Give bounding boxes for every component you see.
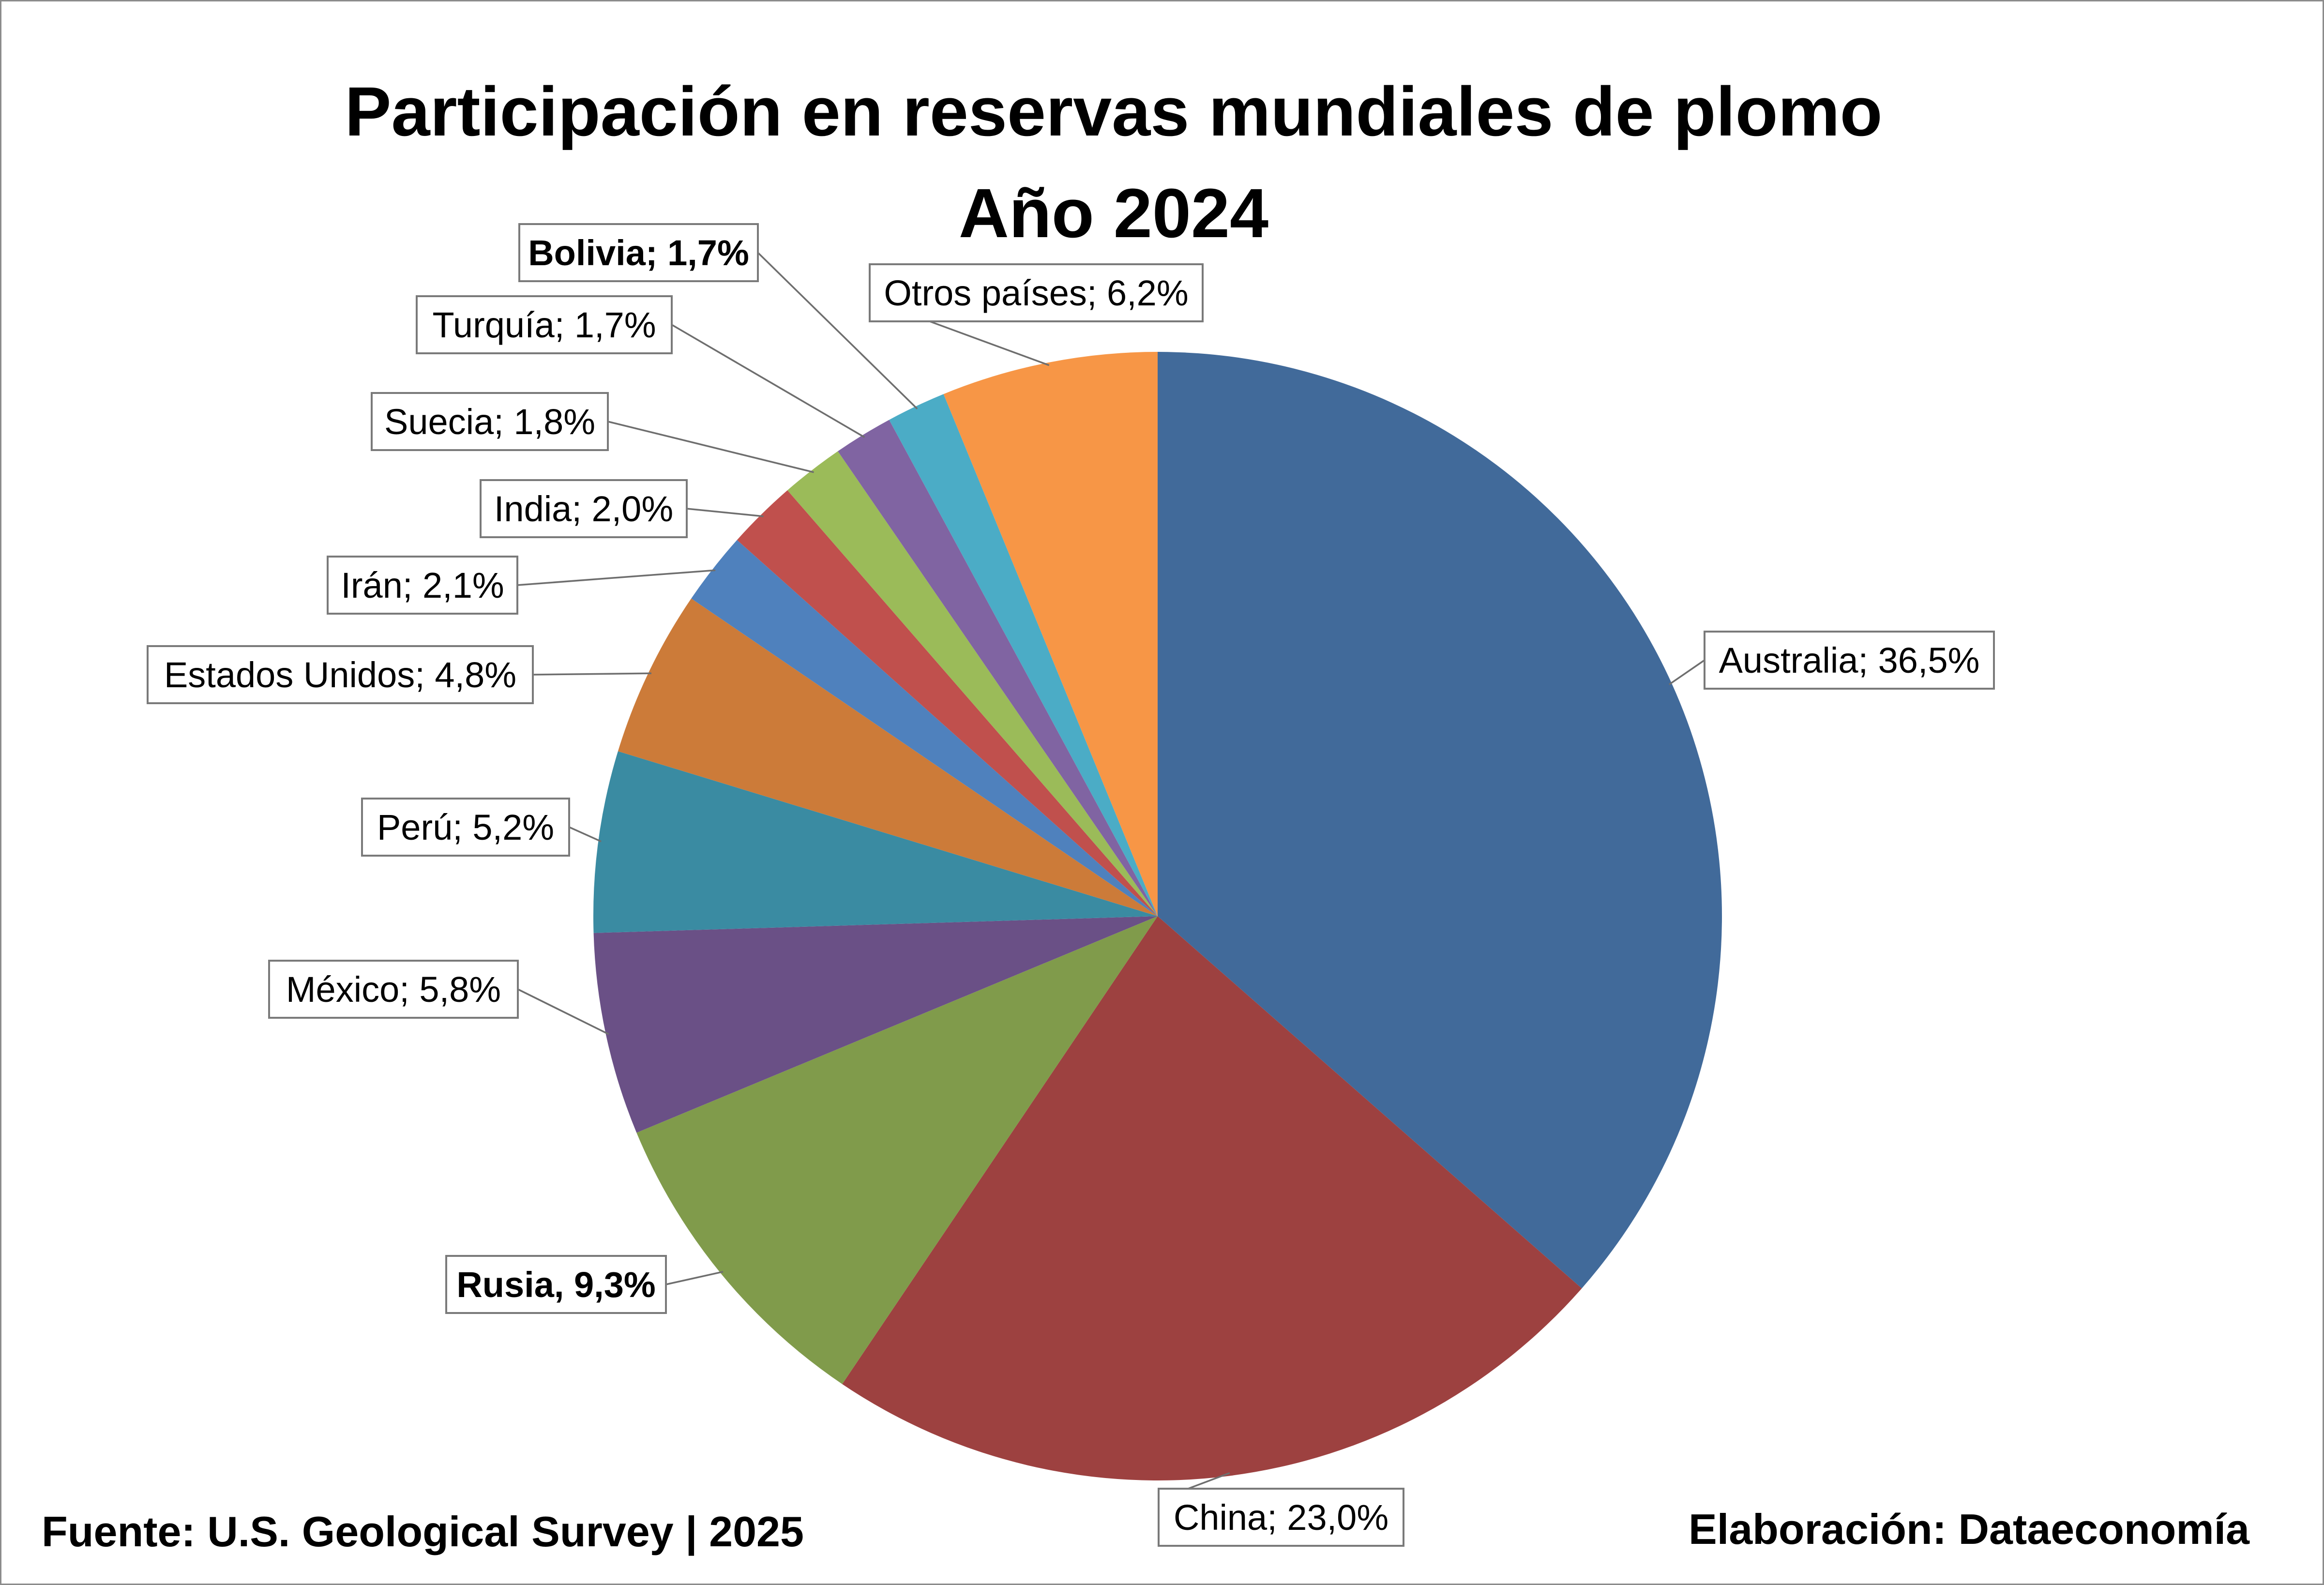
data-label-box: [268, 960, 519, 1019]
data-label-text: China; 23,0%: [1174, 1497, 1388, 1538]
data-label: Otros países; 6,2%: [869, 263, 1204, 322]
leader-line: [532, 672, 651, 676]
data-labels: Australia; 36,5% China; 23,0% Rusia, 9,3% M…: [147, 223, 1995, 1547]
data-label-text: Otros países; 6,2%: [884, 273, 1188, 313]
data-label: Suecia; 1,8%: [371, 392, 609, 451]
data-label-text: Australia; 36,5%: [1719, 640, 1980, 680]
data-label: Australia; 36,5%: [1704, 631, 1995, 690]
leader-line: [686, 508, 764, 517]
data-label-box: [1704, 631, 1995, 690]
data-label-box: [371, 392, 609, 451]
pie-slice-iran: [691, 540, 1158, 916]
credit-note: Elaboración: Dataeconomía: [1689, 1505, 2250, 1553]
leader-line: [517, 988, 609, 1035]
pie-slice-turquia: [838, 420, 1158, 917]
data-label-box: [518, 223, 759, 282]
pie-slice-india: [737, 490, 1158, 916]
data-label: México; 5,8%: [268, 960, 519, 1019]
data-label-box: [869, 263, 1204, 322]
data-label: Irán; 2,1%: [327, 556, 518, 615]
pie-slice-otros-paises: [943, 352, 1158, 916]
leader-line: [1668, 659, 1705, 685]
data-label-box: [1158, 1488, 1404, 1547]
leader-line: [569, 826, 602, 843]
data-label: Bolivia; 1,7%: [518, 223, 759, 282]
chart-title-line1: Participación en reservas mundiales de p…: [345, 73, 1882, 151]
data-label-box: [327, 556, 518, 615]
data-label-text: Perú; 5,2%: [377, 807, 554, 847]
data-label-text: Turquía; 1,7%: [432, 305, 656, 345]
leader-line: [757, 252, 918, 409]
leader-line: [1188, 1472, 1230, 1490]
data-label-box: [445, 1255, 667, 1314]
pie-slice-peru: [593, 751, 1158, 933]
pie-slice-suecia: [787, 451, 1158, 916]
data-label: Turquía; 1,7%: [416, 295, 673, 354]
leader-line: [665, 1270, 724, 1285]
leader-line: [607, 421, 814, 473]
source-note: Fuente: U.S. Geological Survey | 2025: [42, 1508, 804, 1556]
leader-line: [517, 569, 716, 586]
pie-slice-bolivia: [889, 394, 1158, 916]
pie-slice-estados-unidos: [618, 598, 1158, 916]
data-label: China; 23,0%: [1158, 1488, 1404, 1547]
leader-line: [929, 320, 1050, 366]
data-label: India; 2,0%: [480, 479, 688, 538]
data-label-text: Suecia; 1,8%: [384, 402, 595, 442]
data-label-box: [480, 479, 688, 538]
data-label-text: Bolivia; 1,7%: [528, 233, 749, 273]
label-leader-lines: [517, 252, 1705, 1490]
data-label-box: [416, 295, 673, 354]
pie-slice-australia: [1158, 352, 1722, 1289]
pie-slices: [593, 352, 1722, 1480]
data-label: Rusia, 9,3%: [445, 1255, 667, 1314]
data-label-box: [147, 645, 534, 704]
data-label-text: Irán; 2,1%: [341, 565, 504, 605]
data-label-text: Rusia, 9,3%: [456, 1265, 655, 1305]
data-label: Perú; 5,2%: [361, 798, 570, 857]
pie-slice-mexico: [593, 916, 1158, 1133]
data-label-text: Estados Unidos; 4,8%: [164, 655, 516, 695]
leader-line: [671, 324, 865, 438]
data-label-text: México; 5,8%: [286, 969, 501, 1010]
data-label-text: India; 2,0%: [494, 489, 673, 529]
chart-title-line2: Año 2024: [959, 174, 1268, 252]
pie-slice-china: [842, 916, 1582, 1480]
data-label: Estados Unidos; 4,8%: [147, 645, 534, 704]
data-label-box: [361, 798, 570, 857]
pie-slice-rusia: [636, 916, 1158, 1384]
